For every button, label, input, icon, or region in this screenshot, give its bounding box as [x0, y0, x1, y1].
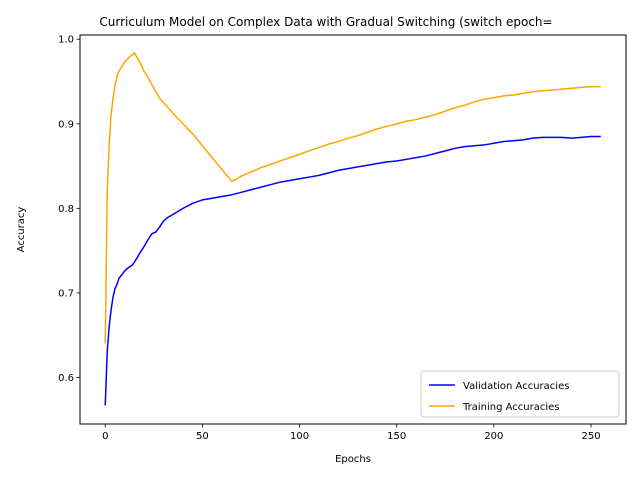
y-axis-label: Accuracy	[16, 207, 27, 253]
chart-title: Curriculum Model on Complex Data with Gr…	[99, 15, 552, 29]
y-tick-label: 1.0	[58, 35, 74, 46]
y-axis-ticks: 0.6 0.7 0.8 0.9 1.0	[58, 35, 80, 384]
legend-label-1: Training Accuracies	[462, 402, 560, 413]
series-line-0	[104, 135, 601, 406]
y-tick-label: 0.7	[58, 288, 74, 299]
x-tick-label: 50	[196, 431, 209, 442]
plot-lines	[104, 52, 601, 406]
x-tick-label: 200	[484, 431, 503, 442]
legend-box	[420, 370, 620, 418]
legend-label-0: Validation Accuracies	[463, 381, 569, 392]
y-tick-label: 0.8	[58, 204, 74, 215]
series-line-1	[104, 52, 601, 344]
x-tick-label: 100	[290, 431, 309, 442]
x-axis-ticks: 0 50 100 150 200 250	[102, 424, 601, 442]
y-tick-label: 0.9	[58, 119, 74, 130]
y-tick-label: 0.6	[58, 373, 74, 384]
x-axis-label: Epochs	[335, 454, 371, 465]
axes-frame	[79, 34, 627, 425]
x-tick-label: 250	[581, 431, 600, 442]
legend: Validation Accuracies Training Accuracies	[420, 370, 620, 418]
x-tick-label: 0	[102, 431, 108, 442]
x-tick-label: 150	[387, 431, 406, 442]
